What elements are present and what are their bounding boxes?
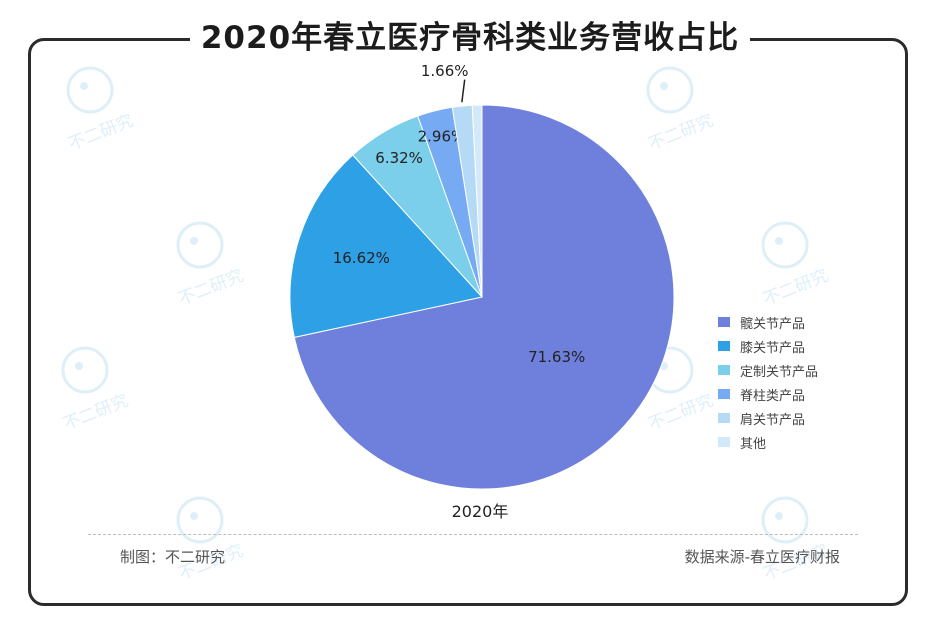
data-label: 1.66% xyxy=(421,62,469,80)
pie-slice xyxy=(293,104,675,490)
watermark-icon xyxy=(176,496,224,544)
watermark-logo: 不二研究 xyxy=(55,340,155,440)
watermark-logo: 不二研究 xyxy=(640,60,740,160)
data-label: 16.62% xyxy=(333,249,390,267)
watermark-logo: 不二研究 xyxy=(755,490,855,590)
legend-item: 脊柱类产品 xyxy=(718,382,818,406)
watermark-logo: 不二研究 xyxy=(755,215,855,315)
legend-label: 定制关节产品 xyxy=(740,364,819,380)
pie-slice xyxy=(471,104,483,298)
leader-line xyxy=(461,79,466,103)
legend-swatch xyxy=(718,389,730,399)
legend-swatch xyxy=(718,365,730,375)
legend-item: 膝关节产品 xyxy=(718,334,818,358)
watermark-logo: 不二研究 xyxy=(170,215,270,315)
legend-label: 膝关节产品 xyxy=(740,340,806,356)
legend-item: 其他 xyxy=(718,430,818,454)
watermark-icon xyxy=(761,496,809,544)
legend-swatch xyxy=(718,437,730,447)
watermark-icon xyxy=(176,221,224,269)
watermark-icon xyxy=(761,221,809,269)
legend-label: 其他 xyxy=(740,436,767,452)
legend-swatch xyxy=(718,317,730,327)
watermark-logo: 不二研究 xyxy=(170,490,270,590)
watermark-icon xyxy=(646,66,694,114)
watermark-icon xyxy=(66,66,114,114)
x-axis-label: 2020年 xyxy=(451,502,509,521)
legend-item: 定制关节产品 xyxy=(718,358,818,382)
legend-label: 肩关节产品 xyxy=(740,412,806,428)
source-text: 数据来源-春立医疗财报 xyxy=(684,548,840,566)
data-label: 2.96% xyxy=(418,127,466,145)
legend-label: 髋关节产品 xyxy=(740,316,806,332)
data-label: 6.32% xyxy=(375,149,423,167)
pie-slice xyxy=(289,154,483,338)
legend-item: 髋关节产品 xyxy=(718,310,818,334)
legend-label: 脊柱类产品 xyxy=(740,388,806,404)
credit-text: 制图：不二研究 xyxy=(120,548,226,566)
data-label: 71.63% xyxy=(528,348,585,366)
legend-item: 肩关节产品 xyxy=(718,406,818,430)
legend: 髋关节产品膝关节产品定制关节产品 脊柱类产品肩关节产品其他 xyxy=(718,310,818,454)
legend-swatch xyxy=(718,413,730,423)
legend-swatch xyxy=(718,341,730,351)
chart-title: 2020年春立医疗骨科类业务营收占比 xyxy=(190,15,750,61)
watermark-icon xyxy=(61,346,109,394)
divider xyxy=(88,534,858,535)
watermark-logo: 不二研究 xyxy=(60,60,160,160)
